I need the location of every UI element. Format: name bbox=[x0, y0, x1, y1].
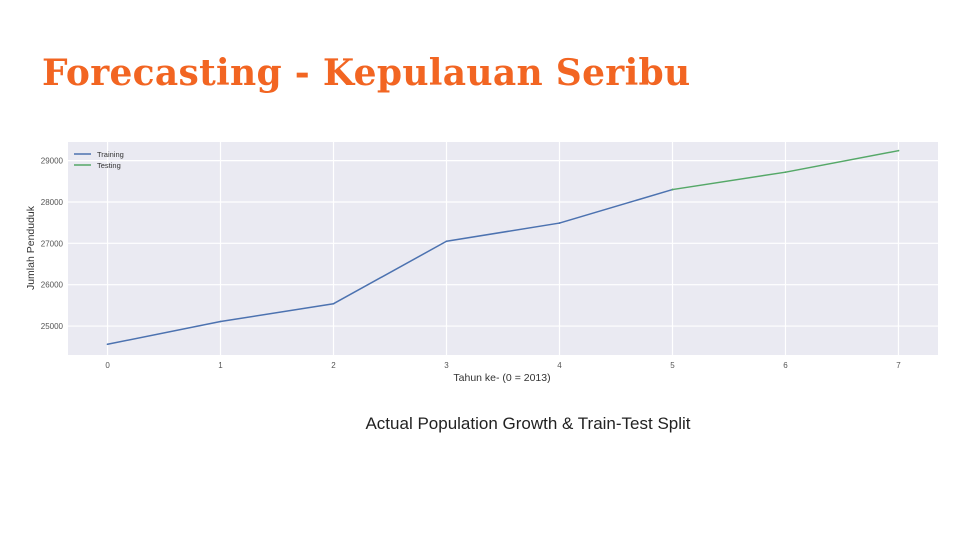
x-tick-label: 1 bbox=[218, 361, 223, 370]
slide-title: Forecasting - Kepulauan Seribu bbox=[42, 52, 691, 94]
data-point-training bbox=[219, 320, 222, 323]
y-tick-label: 29000 bbox=[41, 157, 64, 166]
legend: Training Testing bbox=[74, 150, 124, 170]
x-tick-labels: 0 1 2 3 4 5 6 7 bbox=[105, 361, 901, 370]
data-point-training bbox=[558, 222, 561, 224]
grid-lines bbox=[68, 142, 938, 355]
y-tick-labels: 25000 26000 27000 28000 29000 bbox=[41, 157, 64, 331]
x-axis-label: Tahun ke- (0 = 2013) bbox=[453, 372, 550, 384]
x-tick-label: 2 bbox=[331, 361, 336, 370]
data-point-testing bbox=[897, 149, 900, 152]
y-tick-label: 27000 bbox=[41, 239, 64, 248]
y-tick-label: 26000 bbox=[41, 281, 64, 290]
x-tick-label: 4 bbox=[557, 361, 562, 370]
chart-caption: Actual Population Growth & Train-Test Sp… bbox=[365, 414, 691, 433]
data-point-training bbox=[106, 343, 109, 346]
x-tick-label: 7 bbox=[896, 361, 901, 370]
y-axis-label: Jumlah Penduduk bbox=[25, 205, 37, 290]
series-lines bbox=[106, 149, 900, 346]
data-point-testing bbox=[784, 171, 787, 174]
data-point-testing bbox=[671, 188, 674, 191]
legend-label: Training bbox=[97, 150, 124, 159]
population-line-chart: 25000 26000 27000 28000 29000 0 1 2 3 4 5 6 7 Tahun… bbox=[25, 142, 938, 384]
data-point-training bbox=[445, 240, 448, 243]
legend-label: Testing bbox=[97, 161, 121, 170]
series-line-training bbox=[107, 188, 673, 345]
data-point-training bbox=[332, 302, 335, 305]
x-tick-label: 3 bbox=[444, 361, 449, 370]
y-tick-label: 28000 bbox=[41, 198, 64, 207]
x-tick-label: 0 bbox=[105, 361, 110, 370]
x-tick-label: 6 bbox=[783, 361, 788, 370]
x-tick-label: 5 bbox=[670, 361, 675, 370]
plot-area bbox=[68, 142, 938, 355]
y-tick-label: 25000 bbox=[41, 322, 64, 331]
